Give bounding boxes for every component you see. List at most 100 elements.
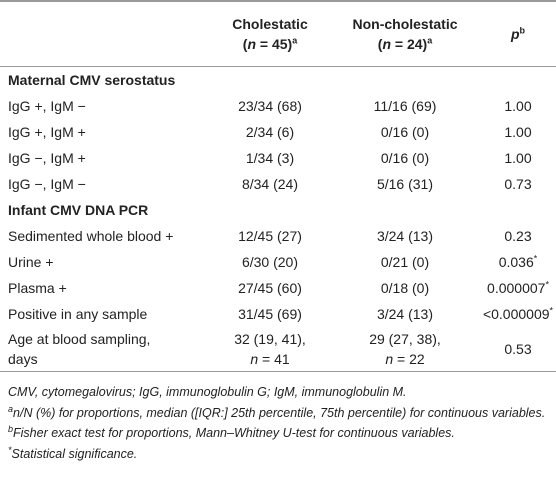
cell-var: n [250, 351, 259, 367]
footnote: an/N (%) for proportions, median ([IQR:]… [8, 403, 548, 424]
cell: 0.036* [480, 249, 556, 275]
cell-text: 6/30 (20) [241, 254, 299, 270]
cell-text: 0/16 (0) [380, 150, 430, 166]
header-n-var: n [247, 36, 256, 52]
cell: 29 (27, 38), n = 22 [330, 327, 480, 372]
cell: <0.000009* [480, 301, 556, 327]
cell: IgG −, IgM − [0, 171, 210, 197]
cell: 6/30 (20) [210, 249, 330, 275]
cell: 0.53 [480, 327, 556, 372]
column-header: pb [480, 1, 556, 67]
header-n: = 24) [391, 36, 428, 52]
cell-note: * [549, 305, 554, 316]
cell-var: n [385, 351, 394, 367]
header-n: ( [242, 36, 248, 52]
cell-text: IgG +, IgM − [8, 98, 86, 114]
cell-text: IgG −, IgM + [8, 150, 86, 166]
cell-text: 8/34 (24) [241, 176, 299, 192]
cell: 2/34 (6) [210, 119, 330, 145]
cell: Age at blood sampling, days [0, 327, 210, 372]
header-note: b [519, 25, 526, 36]
section-row: Infant CMV DNA PCR [0, 197, 556, 223]
cell: 0/16 (0) [330, 119, 480, 145]
cell: 0/21 (0) [330, 249, 480, 275]
cell-text: 3/24 (13) [376, 228, 434, 244]
cell: 0/16 (0) [330, 145, 480, 171]
cell-line: n = 41 [210, 349, 330, 369]
section-title: Maternal CMV serostatus [8, 72, 176, 88]
cell-text: Urine + [8, 254, 54, 270]
cell: 0.73 [480, 171, 556, 197]
cell-text: 1.00 [504, 124, 532, 140]
header-line: Cholestatic [210, 14, 330, 34]
cell: 5/16 (31) [330, 171, 480, 197]
cell: Positive in any sample [0, 301, 210, 327]
cell-text: = 41 [258, 351, 290, 367]
cell: 0.23 [480, 223, 556, 249]
section-title: Infant CMV DNA PCR [8, 202, 149, 218]
cell: 0.000007* [480, 275, 556, 301]
cell: Sedimented whole blood + [0, 223, 210, 249]
footnote: CMV, cytomegalovirus; IgG, immunoglobuli… [8, 382, 548, 403]
data-row: Urine + 6/30 (20) 0/21 (0) 0.036* [0, 249, 556, 275]
data-row: IgG +, IgM − 23/34 (68) 11/16 (69) 1.00 [0, 93, 556, 119]
cell-text: 0/21 (0) [380, 254, 430, 270]
header-n: = 45) [256, 36, 293, 52]
header-line: (n = 45)a [210, 34, 330, 54]
footnote: *Statistical significance. [8, 444, 548, 465]
cell-text: 27/45 (60) [238, 280, 302, 296]
column-header: Cholestatic (n = 45)a [210, 1, 330, 67]
cell: 1.00 [480, 119, 556, 145]
header-label: p [510, 26, 520, 42]
cell: 11/16 (69) [330, 93, 480, 119]
cell-line: days [8, 351, 38, 367]
footnote-text: CMV, cytomegalovirus; IgG, immunoglobuli… [8, 385, 407, 399]
header-blank [0, 1, 210, 67]
cell: 32 (19, 41), n = 41 [210, 327, 330, 372]
data-row: IgG +, IgM + 2/34 (6) 0/16 (0) 1.00 [0, 119, 556, 145]
cell: 3/24 (13) [330, 301, 480, 327]
cell: IgG −, IgM + [0, 145, 210, 171]
cell: 8/34 (24) [210, 171, 330, 197]
cell-text: = 22 [393, 351, 425, 367]
cell: 27/45 (60) [210, 275, 330, 301]
header-row: Cholestatic (n = 45)a Non-cholestatic (n = … [0, 1, 556, 67]
header-n: ( [377, 36, 383, 52]
cell-text: 12/45 (27) [238, 228, 302, 244]
header-line: (n = 24)a [330, 34, 480, 54]
cell: 1.00 [480, 145, 556, 171]
cell: Plasma + [0, 275, 210, 301]
cell-text: <0.000009 [482, 306, 550, 322]
cell-text: 0/16 (0) [380, 124, 430, 140]
footnote-mark: a [8, 403, 14, 414]
cell-text: 2/34 (6) [245, 124, 295, 140]
cell-text: 0.000007 [487, 280, 546, 296]
cell-text: Plasma + [8, 280, 67, 296]
cell-text: 3/24 (13) [376, 306, 434, 322]
column-header: Non-cholestatic (n = 24)a [330, 1, 480, 67]
header-line: Non-cholestatic [330, 14, 480, 34]
header-n-var: n [382, 36, 391, 52]
cell-text: 11/16 (69) [373, 98, 437, 114]
header-label: Cholestatic [232, 16, 308, 32]
table-body: Maternal CMV serostatus IgG +, IgM − 23/34… [0, 67, 556, 372]
cell-note: * [545, 279, 549, 290]
header-note: a [292, 35, 298, 46]
cell-line: n = 22 [330, 349, 480, 369]
cell: 23/34 (68) [210, 93, 330, 119]
footnote-mark: * [8, 444, 12, 455]
footnote-text: Fisher exact test for proportions, Mann–… [13, 426, 455, 440]
cell: IgG +, IgM − [0, 93, 210, 119]
cell-text: 1/34 (3) [245, 150, 295, 166]
cell: 31/45 (69) [210, 301, 330, 327]
cell-text: 23/34 (68) [238, 98, 302, 114]
cell-text: 0.23 [504, 228, 532, 244]
cell-text: 31/45 (69) [238, 306, 302, 322]
cell-note: * [533, 253, 538, 264]
data-row: Sedimented whole blood + 12/45 (27) 3/24 (… [0, 223, 556, 249]
data-row: IgG −, IgM + 1/34 (3) 0/16 (0) 1.00 [0, 145, 556, 171]
cell: Urine + [0, 249, 210, 275]
data-table: Cholestatic (n = 45)a Non-cholestatic (n = … [0, 0, 556, 372]
